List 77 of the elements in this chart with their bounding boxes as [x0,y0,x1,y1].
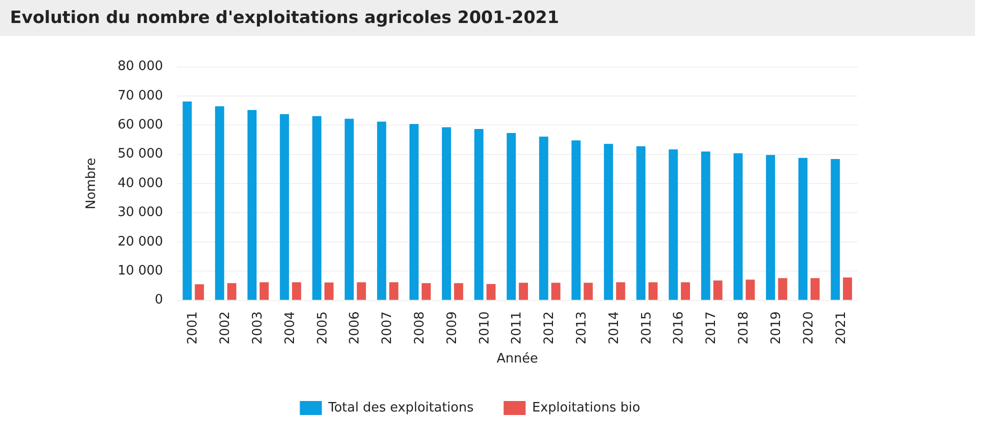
bar [215,106,224,300]
bar [778,278,788,300]
x-tick-label: 2019 [768,311,784,344]
bar [539,136,548,300]
bar [572,140,581,300]
bar [551,282,560,300]
x-tick-label: 2006 [348,311,363,344]
bar [389,282,398,300]
x-tick-label: 2012 [542,311,558,344]
bar [474,128,484,300]
bar [668,149,678,300]
y-tick-label: 10 000 [118,264,164,278]
bar [701,151,710,300]
legend-label: Total des exploitations [327,400,474,416]
x-tick-label: 2005 [315,311,330,344]
bar [518,282,528,300]
bar [746,280,755,300]
legend-label: Exploitations bio [532,400,640,416]
y-tick-label: 70 000 [118,88,164,104]
bar [584,282,593,300]
bar [377,122,386,300]
bar [842,278,852,300]
y-axis-title: Nombre [84,158,100,210]
chart-title: Evolution du nombre d'exploitations agricoles 2001-2021 [0,0,975,36]
bar [280,114,289,300]
y-tick-label: 50 000 [118,146,164,162]
y-tick-label: 60 000 [118,118,164,133]
bar [247,110,257,300]
bar [830,159,840,300]
x-tick-label: 2017 [704,311,720,344]
y-tick-label: 80 000 [118,59,164,74]
bar [766,154,776,300]
x-tick-label: 2016 [672,311,687,344]
x-tick-label: 2011 [510,311,525,344]
y-tick-label: 0 [154,292,164,308]
x-tick-label: 2020 [801,311,816,344]
x-tick-label: 2001 [186,311,201,344]
bar [734,153,743,300]
bar [713,280,722,300]
bar [422,283,431,300]
x-tick-label: 2013 [574,311,590,344]
bar [636,146,646,300]
x-tick-label: 2018 [736,311,752,344]
bar [680,282,690,300]
x-tick-label: 2014 [606,311,622,344]
y-tick-label: 30 000 [118,205,164,220]
y-tick-label: 20 000 [118,234,164,250]
y-tick-label: 40 000 [118,176,164,191]
bar [616,282,626,300]
bar [344,118,354,300]
x-tick-label: 2002 [218,311,234,344]
bar [227,283,236,300]
bar [194,284,204,300]
bar [454,283,464,300]
x-tick-label: 2015 [639,311,654,344]
bar [356,282,366,300]
x-tick-label: 2008 [412,311,428,344]
bar [798,158,808,300]
bar [442,127,452,300]
bar [810,278,820,300]
x-tick-label: 2004 [282,311,298,344]
x-tick-label: 2010 [477,311,492,344]
bar [260,282,269,300]
bar [324,282,334,300]
bar [506,133,516,300]
bar [604,144,614,300]
bar [409,124,419,300]
x-tick-label: 2021 [834,311,849,344]
bar [648,282,658,300]
x-tick-label: 2009 [444,311,460,344]
bar [182,102,192,300]
bar [312,116,322,300]
bar [486,284,496,300]
x-tick-label: 2007 [380,311,396,344]
bar [292,282,302,300]
x-tick-label: 2003 [250,311,266,344]
x-axis-title: Année [496,352,538,367]
